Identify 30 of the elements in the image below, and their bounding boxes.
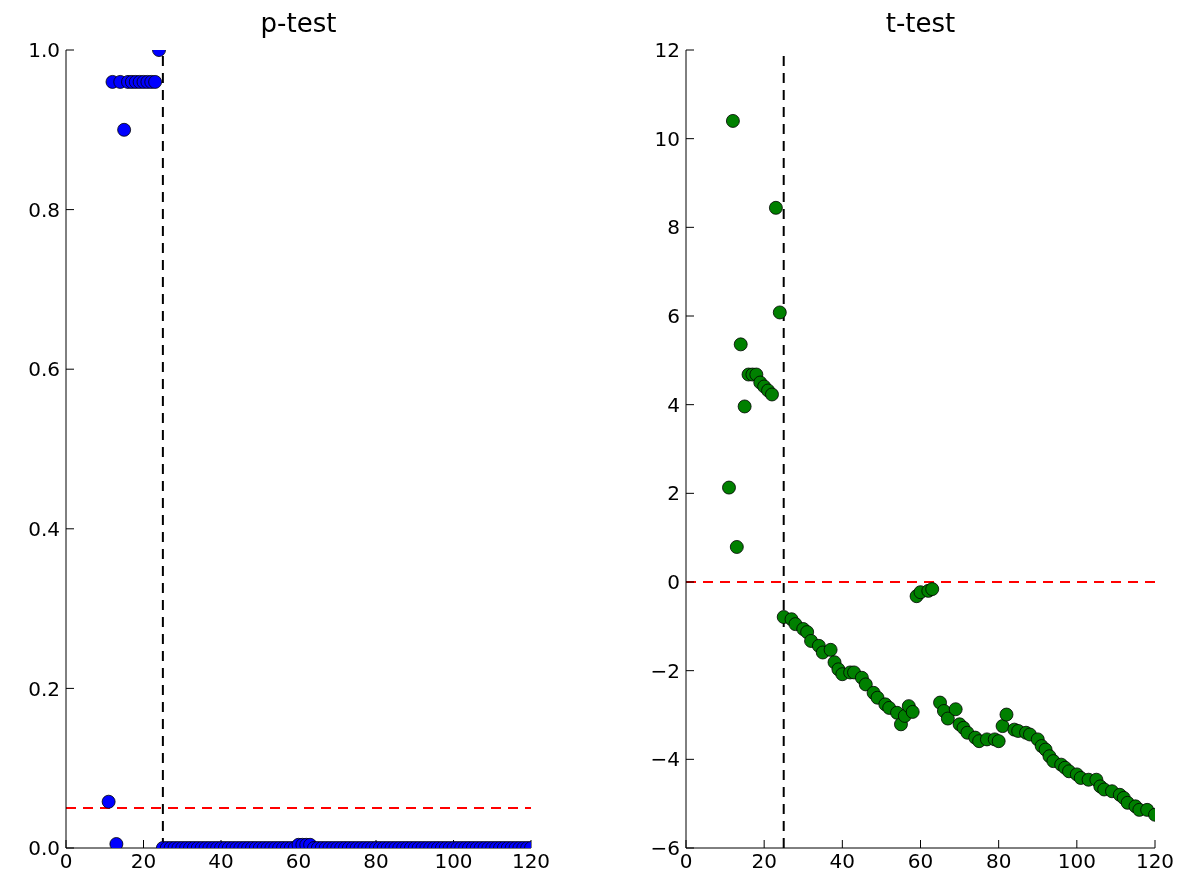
y-tick-label: 2 [667,481,680,506]
y-tick-label: 12 [654,38,680,63]
x-tick-label: 20 [751,849,777,874]
y-tick-label: 0 [667,570,680,595]
y-tick-label: −2 [650,658,680,683]
y-tick-label: 4 [667,392,680,417]
y-tick-label: 0.2 [28,676,60,701]
y-tick-label: 8 [667,215,680,240]
x-tick-label: 120 [511,849,551,874]
x-tick-label: 40 [208,849,234,874]
y-tick-label: 0.6 [28,357,60,382]
x-tick-label: 100 [1057,849,1096,874]
x-tick-label: 80 [985,849,1012,874]
x-tick-label: 20 [130,849,157,874]
x-tick-label: 100 [434,849,473,874]
x-tick-label: 120 [1135,849,1175,874]
x-tick-label: 60 [285,849,312,874]
y-tick-label: 0.4 [28,516,60,541]
y-tick-label: −6 [650,836,680,861]
y-tick-label: −4 [650,747,680,772]
y-tick-label: 10 [654,126,680,151]
x-tick-label: 80 [363,849,389,874]
x-tick-label: 60 [907,849,934,874]
y-tick-label: 0.8 [28,197,60,222]
y-tick-label: 0.0 [28,836,60,861]
x-tick-label: 40 [829,849,856,874]
chart-title: t-test [884,8,957,38]
y-tick-label: 1.0 [28,38,60,63]
chart-title: p-test [259,8,338,38]
y-tick-label: 6 [667,304,680,329]
